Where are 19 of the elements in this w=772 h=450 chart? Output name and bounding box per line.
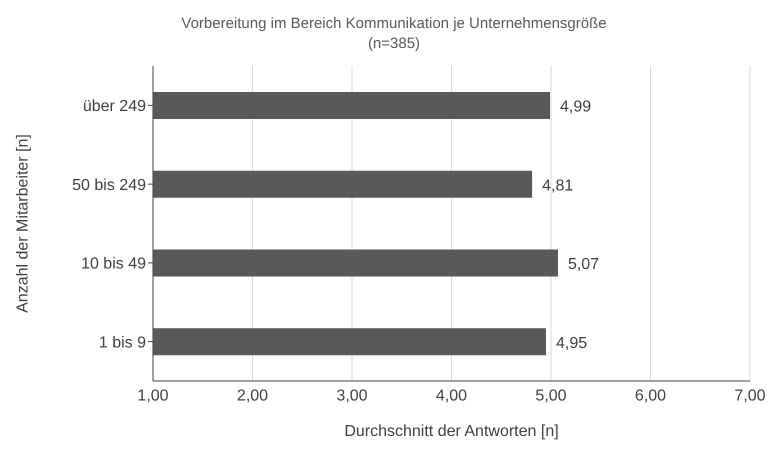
x-axis-title: Durchschnitt der Antworten [n] bbox=[344, 423, 559, 440]
data-label: 4,99 bbox=[560, 98, 592, 116]
y-tick-label: über 249 bbox=[82, 98, 146, 116]
data-label: 5,07 bbox=[568, 256, 600, 273]
y-tick-label: 50 bis 249 bbox=[72, 176, 146, 194]
data-label: 4,81 bbox=[542, 177, 574, 194]
y-tick-label: 10 bis 49 bbox=[81, 256, 146, 273]
chart-title: Vorbereitung im Bereich Kommunikation je Unternehmensgröße bbox=[180, 14, 608, 34]
y-tick-label: 1 bis 9 bbox=[98, 334, 146, 352]
x-tick-label: 2,00 bbox=[236, 387, 268, 404]
y-axis-title: Anzahl der Mitarbeiter [n] bbox=[14, 134, 32, 313]
x-tick-label: 3,00 bbox=[336, 387, 368, 404]
data-label: 4,95 bbox=[556, 334, 588, 352]
x-tick-label: 4,00 bbox=[436, 387, 468, 404]
x-tick-label: 6,00 bbox=[634, 387, 666, 404]
x-tick-label: 7,00 bbox=[734, 387, 766, 404]
x-tick-label: 5,00 bbox=[535, 387, 567, 404]
chart-subtitle: (n=385) bbox=[366, 34, 422, 54]
x-tick-label: 1,00 bbox=[137, 387, 169, 404]
